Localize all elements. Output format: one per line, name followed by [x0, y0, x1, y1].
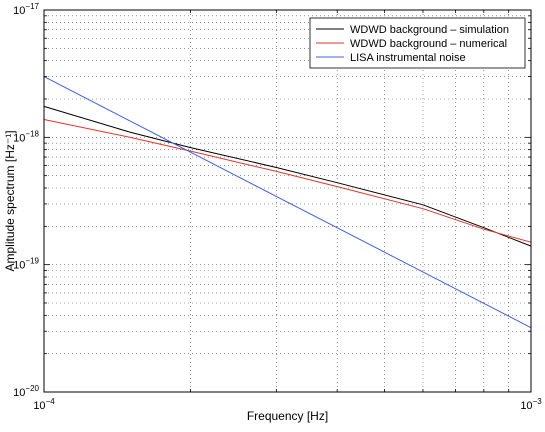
legend: WDWD background – simulation WDWD backgro…	[309, 17, 526, 69]
series-line-2	[43, 76, 532, 329]
x-tick-label-base: 10	[33, 400, 45, 412]
x-tick-label-base: 10	[520, 400, 532, 412]
x-tick-label-exponent: −4	[46, 397, 56, 406]
y-tick-label-base: 10	[13, 132, 25, 144]
series-lines	[43, 76, 532, 329]
y-tick-label-exponent: −20	[25, 384, 39, 393]
x-axis-label: Frequency [Hz]	[247, 409, 328, 423]
y-tick-label-exponent: −18	[25, 129, 39, 138]
x-tick-label-exponent: −3	[533, 397, 543, 406]
y-axis-label: Amplitude spectrum [Hz⁻¹]	[3, 130, 17, 271]
x-tick-label: 10−3	[520, 397, 542, 412]
y-tick-label-base: 10	[13, 387, 25, 399]
y-tick-label-exponent: −19	[25, 257, 39, 266]
y-tick-label-exponent: −17	[25, 2, 39, 11]
series-line-1	[43, 119, 532, 243]
y-tick-label: 10−17	[13, 2, 39, 17]
y-tick-label: 10−20	[13, 384, 39, 399]
plot-frame	[43, 9, 532, 393]
y-tick-label-base: 10	[13, 5, 25, 17]
legend-label-1: WDWD background – numerical	[350, 38, 507, 50]
legend-label-0: WDWD background – simulation	[350, 24, 509, 36]
y-tick-label: 10−18	[13, 129, 39, 144]
x-tick-label: 10−4	[33, 397, 55, 412]
legend-label-2: LISA instrumental noise	[350, 52, 466, 64]
series-line-0	[43, 105, 532, 247]
y-tick-label: 10−19	[13, 257, 39, 272]
y-tick-label-base: 10	[13, 260, 25, 272]
legend-box	[309, 17, 526, 69]
